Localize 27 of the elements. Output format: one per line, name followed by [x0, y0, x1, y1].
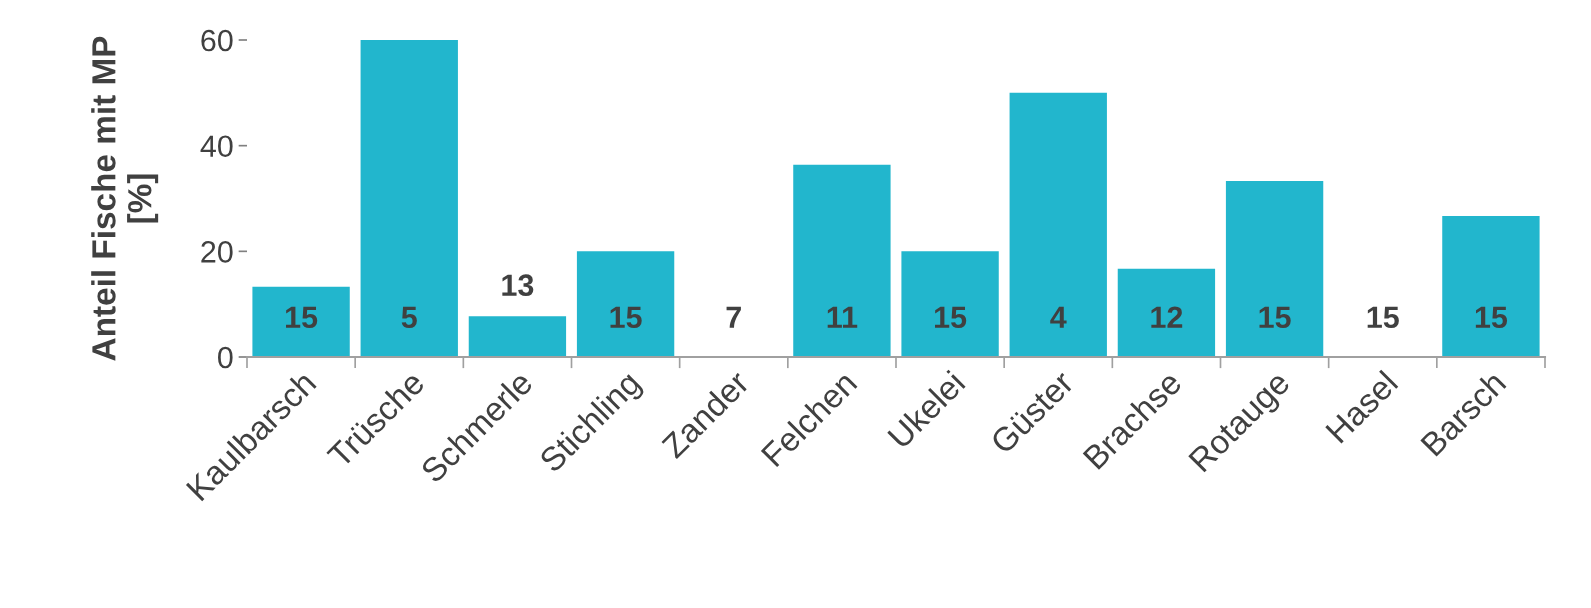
- annotation: 15: [1475, 306, 1508, 329]
- bar: [1442, 215, 1540, 357]
- annotation: 15: [1367, 306, 1399, 329]
- bar: [901, 251, 999, 357]
- annotation: 5: [401, 306, 417, 329]
- bar: [576, 251, 675, 357]
- y-tick-label: 20: [201, 241, 233, 263]
- annotation: 15: [1259, 306, 1291, 329]
- y-tick-label: 40: [200, 135, 233, 158]
- y-tick-label: 0: [218, 346, 233, 369]
- bar: [1009, 92, 1107, 357]
- bar: [468, 316, 567, 357]
- bar: [793, 164, 891, 357]
- annotation: 15: [610, 306, 642, 329]
- y-tick-label: 60: [201, 29, 233, 52]
- annotation: 11: [827, 306, 858, 328]
- annotation: 15: [935, 306, 967, 329]
- annotation: 4: [1050, 306, 1067, 328]
- bar: [1225, 181, 1324, 357]
- annotation: 15: [286, 306, 318, 329]
- bar: [252, 286, 350, 357]
- bar: [1117, 268, 1216, 357]
- annotation: 13: [502, 274, 534, 297]
- bar: [360, 40, 458, 357]
- y-axis-title: Anteil Fische mit MP [%]: [91, 36, 159, 361]
- annotation: 7: [726, 306, 741, 328]
- annotation: 12: [1151, 306, 1183, 328]
